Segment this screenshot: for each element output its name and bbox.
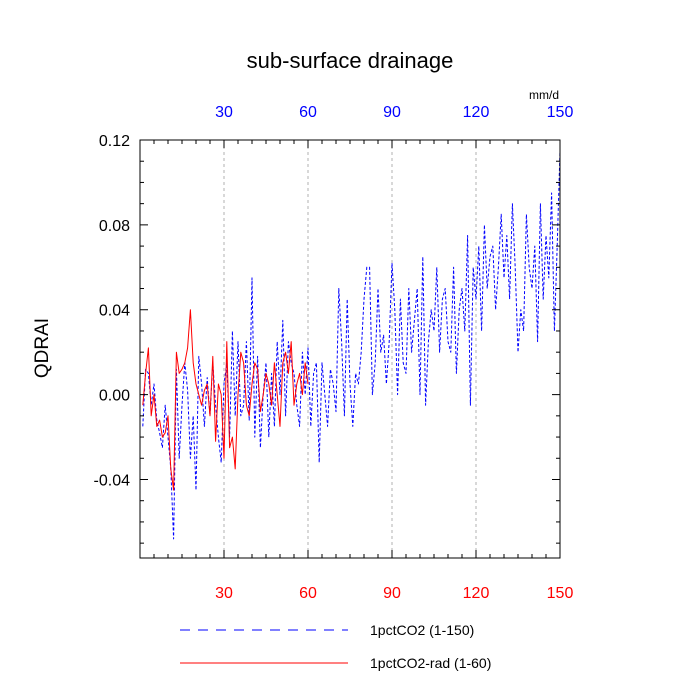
grid-lines: [223, 140, 477, 558]
x-tick-label-top: 120: [463, 104, 490, 121]
series-line-0: [142, 150, 561, 540]
x-tick-label-bottom: 60: [299, 585, 317, 602]
top-axis-unit: mm/d: [529, 88, 559, 102]
x-tick-label-top: 150: [547, 104, 574, 121]
x-tick-label-bottom: 90: [383, 585, 401, 602]
legend-label-1pctCO2-rad: 1pctCO2-rad (1-60): [370, 655, 491, 671]
x-tick-label-top: 90: [383, 104, 401, 121]
x-tick-label-bottom: 150: [547, 585, 574, 602]
x-tick-label-top: 60: [299, 104, 317, 121]
y-axis-label: QDRAI: [32, 318, 53, 378]
axes: -0.04 0.00 0.04 0.08 0.12 30 30 60 60 90 90 120 120 1…: [94, 104, 574, 602]
y-tick-label: -0.04: [94, 472, 131, 489]
y-tick-label: 0.08: [99, 218, 130, 235]
plot-frame: [139, 139, 561, 559]
x-tick-label-bottom: 120: [463, 585, 490, 602]
y-tick-label: 0.00: [99, 388, 130, 405]
chart-title: sub-surface drainage: [247, 48, 454, 73]
y-tick-label: 0.12: [99, 133, 130, 150]
x-tick-label-top: 30: [215, 104, 233, 121]
series-line-1: [142, 309, 309, 491]
legend-label-1pctCO2: 1pctCO2 (1-150): [370, 622, 474, 638]
legend: 1pctCO2 (1-150) 1pctCO2-rad (1-60): [180, 622, 491, 671]
y-tick-label: 0.04: [99, 303, 130, 320]
x-tick-label-bottom: 30: [215, 585, 233, 602]
series-layer: [142, 150, 561, 540]
